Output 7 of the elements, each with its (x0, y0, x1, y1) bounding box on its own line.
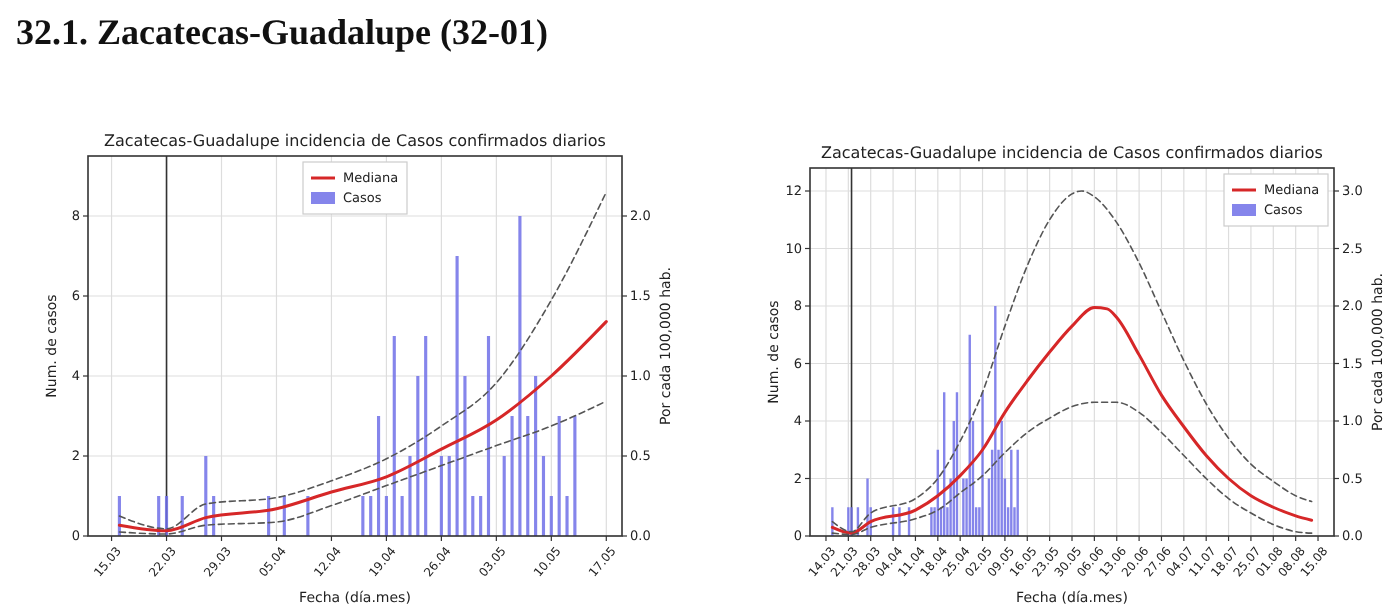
line-series (117, 320, 608, 533)
line-series (830, 305, 1314, 535)
text: 32.1. Zacatecas-Guadalupe (32-01) (16, 12, 548, 52)
chart-title: Zacatecas-Guadalupe incidencia de Casos confirmados diarios (821, 144, 1323, 162)
line-series (118, 400, 608, 535)
chart-title: Zacatecas-Guadalupe incidencia de Casos confirmados diarios (104, 132, 606, 150)
line-series (118, 191, 608, 530)
